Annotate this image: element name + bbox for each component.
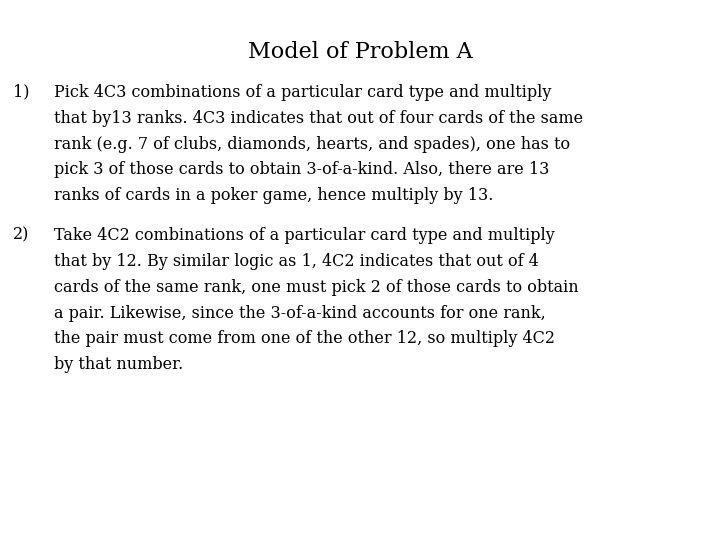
Text: by that number.: by that number. (54, 356, 184, 373)
Text: that by 12. By similar logic as 1, 4C2 indicates that out of 4: that by 12. By similar logic as 1, 4C2 i… (54, 253, 539, 269)
Text: pick 3 of those cards to obtain 3-of-a-kind. Also, there are 13: pick 3 of those cards to obtain 3-of-a-k… (54, 161, 549, 178)
Text: Model of Problem A: Model of Problem A (248, 40, 472, 63)
Text: cards of the same rank, one must pick 2 of those cards to obtain: cards of the same rank, one must pick 2 … (54, 279, 579, 295)
Text: the pair must come from one of the other 12, so multiply 4C2: the pair must come from one of the other… (54, 330, 555, 347)
Text: rank (e.g. 7 of clubs, diamonds, hearts, and spades), one has to: rank (e.g. 7 of clubs, diamonds, hearts,… (54, 136, 570, 152)
Text: ranks of cards in a poker game, hence multiply by 13.: ranks of cards in a poker game, hence mu… (54, 187, 493, 204)
Text: Pick 4C3 combinations of a particular card type and multiply: Pick 4C3 combinations of a particular ca… (54, 84, 552, 100)
Text: 2): 2) (13, 227, 30, 244)
Text: that by13 ranks. 4C3 indicates that out of four cards of the same: that by13 ranks. 4C3 indicates that out … (54, 110, 583, 126)
Text: a pair. Likewise, since the 3-of-a-kind accounts for one rank,: a pair. Likewise, since the 3-of-a-kind … (54, 305, 546, 321)
Text: Take 4C2 combinations of a particular card type and multiply: Take 4C2 combinations of a particular ca… (54, 227, 554, 244)
Text: 1): 1) (13, 84, 30, 100)
